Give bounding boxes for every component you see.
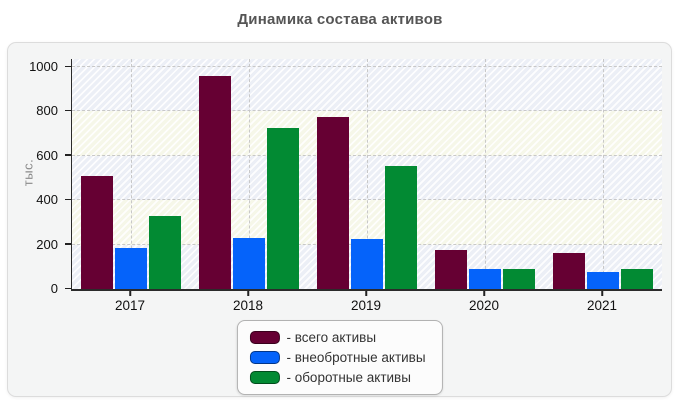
y-tick-label: 1000 <box>29 59 58 74</box>
x-tick-mark <box>601 291 603 296</box>
legend-label: - внеобротные активы <box>286 350 426 365</box>
x-tick-label: 2017 <box>114 298 146 313</box>
bar-group <box>435 250 535 289</box>
bar-group <box>81 175 181 289</box>
bar-всего-активы <box>435 250 467 289</box>
bar-внеобротные-активы <box>115 247 147 289</box>
x-tick-label: 2020 <box>468 298 500 313</box>
y-tick-mark <box>65 65 71 67</box>
gridline-vertical <box>249 59 250 289</box>
y-tick-mark <box>65 243 71 245</box>
bar-внеобротные-активы <box>233 237 265 289</box>
bar-оборотные-активы <box>385 165 417 289</box>
bar-всего-активы <box>553 253 585 289</box>
gridline-vertical <box>603 59 604 289</box>
bar-внеобротные-активы <box>351 239 383 289</box>
legend-item: - всего активы <box>249 330 425 345</box>
legend-label: - оборотные активы <box>286 370 411 385</box>
gridline-vertical <box>367 59 368 289</box>
y-axis: 0 200 400 600 800 1000 <box>8 59 71 296</box>
chart-panel: тыс. 0 200 400 600 800 1000 2017 2018 2019 2020 2… <box>7 42 672 397</box>
bar-внеобротные-активы <box>587 272 619 289</box>
bar-group <box>199 75 299 289</box>
legend-item: - внеобротные активы <box>249 350 426 365</box>
bar-всего-активы <box>81 175 113 289</box>
bar-оборотные-активы <box>267 128 299 289</box>
bar-оборотные-активы <box>503 269 535 289</box>
bar-group <box>553 253 653 289</box>
x-tick-mark <box>483 291 485 296</box>
gridline-vertical <box>485 59 486 289</box>
legend-swatch <box>249 331 280 344</box>
chart-title: Динамика состава активов <box>237 11 443 28</box>
legend-swatch <box>249 371 280 384</box>
gridline-vertical <box>131 59 132 289</box>
x-tick-label: 2018 <box>232 298 264 313</box>
y-tick-mark <box>65 198 71 201</box>
bar-оборотные-активы <box>149 215 181 289</box>
bar-оборотные-активы <box>621 269 653 289</box>
y-tick-label: 0 <box>50 281 58 296</box>
legend-item: - оборотные активы <box>249 370 425 385</box>
bar-всего-активы <box>317 116 349 289</box>
y-tick-mark <box>65 154 71 156</box>
legend-swatch <box>249 351 280 364</box>
legend-label: - всего активы <box>286 330 377 345</box>
x-tick-mark <box>365 291 367 296</box>
y-tick-mark <box>65 109 71 112</box>
y-tick-label: 800 <box>36 103 58 119</box>
y-tick-mark <box>65 287 71 289</box>
x-tick-mark <box>247 291 249 296</box>
bar-group <box>317 116 417 289</box>
x-axis: 2017 2018 2019 2020 2021 <box>71 291 661 317</box>
y-tick-label: 200 <box>36 236 58 252</box>
y-tick-label: 400 <box>36 192 58 208</box>
y-tick-label: 600 <box>36 147 58 163</box>
x-tick-label: 2019 <box>350 298 382 313</box>
bar-внеобротные-активы <box>469 269 501 289</box>
plot-area <box>71 59 662 291</box>
x-tick-mark <box>129 291 131 296</box>
x-tick-label: 2021 <box>586 298 618 313</box>
bar-всего-активы <box>199 75 231 289</box>
legend: - всего активы - внеобротные активы - обор… <box>236 320 443 395</box>
